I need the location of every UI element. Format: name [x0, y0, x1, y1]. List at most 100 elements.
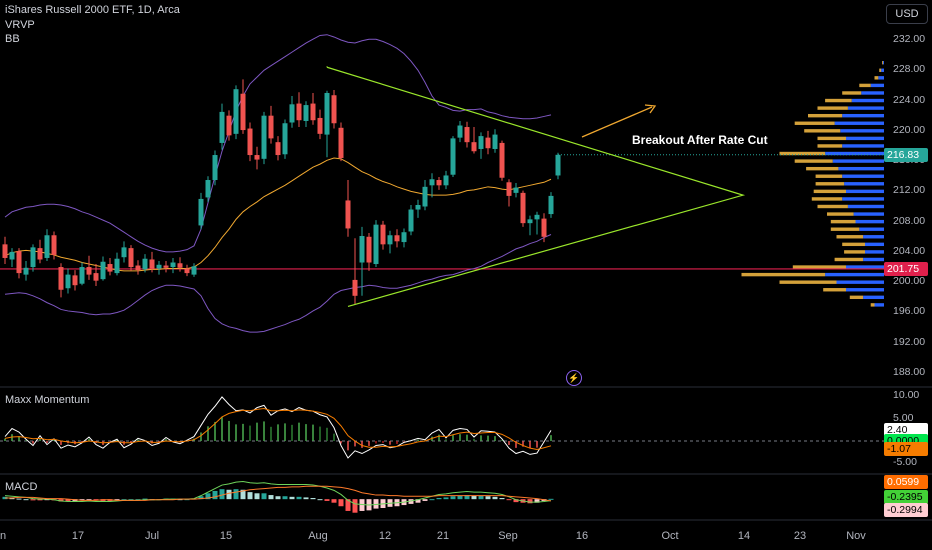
- macd-histogram-bar: [93, 499, 99, 501]
- macd-histogram-bar: [492, 496, 498, 500]
- candle: [261, 111, 267, 165]
- candle: [163, 260, 169, 273]
- candle-body: [212, 155, 218, 181]
- candle: [548, 192, 554, 218]
- volume-profile-up-bar: [834, 121, 884, 125]
- macd-histogram-bar: [37, 499, 43, 501]
- macd-signal-tag: -0.2994: [884, 503, 928, 517]
- candle: [527, 215, 533, 236]
- time-tick-label: 14: [737, 530, 751, 542]
- macd-histogram-bar: [506, 499, 512, 501]
- candle: [149, 251, 155, 273]
- time-tick-label: n: [0, 530, 7, 542]
- candle: [485, 130, 491, 155]
- candle-body: [163, 265, 169, 268]
- macd-histogram-bar: [345, 499, 351, 511]
- volume-profile-up-bar: [863, 257, 884, 262]
- macd-histogram-bar: [450, 496, 456, 500]
- candle-body: [345, 200, 351, 229]
- macd-histogram-bar: [289, 496, 295, 500]
- volume-profile-up-bar: [853, 212, 884, 216]
- price-tick-label: 200.00: [893, 275, 926, 288]
- candle-body: [429, 179, 435, 186]
- candle: [408, 204, 414, 236]
- candle-body: [107, 264, 113, 272]
- volume-profile-up-bar: [874, 303, 884, 307]
- macd-line-tag: -0.2395: [884, 490, 928, 504]
- candle-body: [37, 248, 43, 260]
- macd-histogram-bar: [261, 493, 267, 500]
- macd-histogram-bar: [415, 499, 421, 503]
- candle-body: [289, 104, 295, 123]
- candle: [44, 229, 50, 261]
- candle-body: [331, 95, 337, 124]
- volume-profile-up-bar: [846, 265, 884, 269]
- macd-histogram-bar: [429, 499, 435, 501]
- indicator-vrvp-label[interactable]: VRVP: [5, 19, 35, 31]
- momentum-pane-title[interactable]: Maxx Momentum: [5, 394, 90, 406]
- volume-profile-up-bar: [881, 68, 884, 72]
- candle-body: [2, 244, 8, 258]
- time-tick-label: Sep: [498, 530, 518, 542]
- candle-body: [268, 115, 274, 139]
- price-tick-label: 228.00: [893, 63, 926, 76]
- volume-profile-down-bar: [741, 272, 826, 277]
- candle: [310, 92, 316, 125]
- candle-body: [527, 219, 533, 224]
- candle-body: [198, 198, 204, 226]
- macd-histogram-bar: [499, 498, 505, 500]
- macd-pane-title[interactable]: MACD: [5, 481, 38, 493]
- candle-body: [478, 136, 484, 149]
- volume-profile-down-bar: [849, 295, 864, 300]
- candle-body: [156, 264, 162, 269]
- candle-body: [100, 261, 106, 280]
- macd-histogram-bar: [548, 498, 554, 500]
- candle-body: [93, 273, 99, 281]
- time-tick-label: Nov: [846, 530, 866, 542]
- last-price-tag: 216.83: [884, 147, 928, 162]
- volume-profile-down-bar: [811, 197, 843, 201]
- volume-profile-up-bar: [825, 272, 884, 277]
- volume-profile-up-bar: [851, 98, 884, 103]
- currency-button[interactable]: USD: [886, 4, 928, 24]
- macd-histogram-bar: [135, 499, 141, 501]
- candle-body: [261, 115, 267, 159]
- candle: [142, 254, 148, 273]
- time-tick-label: 12: [378, 530, 392, 542]
- candle-body: [254, 155, 260, 160]
- price-tick-label: 192.00: [893, 335, 926, 348]
- volume-profile-down-bar: [842, 242, 865, 247]
- time-tick-label: Oct: [661, 530, 679, 542]
- macd-histogram-bar: [422, 499, 428, 501]
- candle-body: [506, 182, 512, 196]
- candle: [422, 180, 428, 211]
- volume-profile-up-bar: [836, 280, 884, 284]
- candle-body: [128, 248, 134, 268]
- price-tick-label: 188.00: [893, 366, 926, 378]
- candle: [170, 257, 176, 274]
- candle: [65, 268, 71, 294]
- indicator-bb-label[interactable]: BB: [5, 33, 20, 45]
- candle-body: [275, 142, 281, 156]
- candle: [100, 256, 106, 281]
- macd-line: [4, 481, 552, 506]
- macd-histogram-bar: [527, 499, 533, 504]
- volume-profile-down-bar: [882, 61, 884, 65]
- macd-histogram-bar: [282, 496, 288, 500]
- macd-histogram-bar: [233, 489, 239, 500]
- candle-body: [359, 236, 365, 263]
- candle: [282, 119, 288, 159]
- volume-profile-down-bar: [779, 151, 826, 156]
- macd-histogram-bar: [58, 499, 64, 502]
- volume-profile-down-bar: [808, 113, 843, 118]
- candle: [324, 90, 330, 158]
- candle: [37, 239, 43, 264]
- macd-histogram-bar: [247, 492, 253, 500]
- macd-signal-line: [5, 485, 552, 502]
- annotation-text: Breakout After Rate Cut: [632, 133, 768, 147]
- bb-upper-line: [4, 34, 552, 253]
- macd-histogram-bar: [86, 499, 92, 501]
- flash-icon[interactable]: ⚡: [566, 370, 582, 386]
- candle-body: [72, 275, 78, 286]
- volume-profile-down-bar: [874, 76, 879, 80]
